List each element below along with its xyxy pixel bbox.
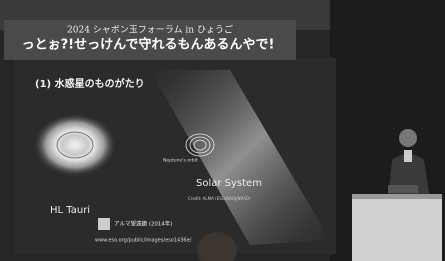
right-label: Solar System <box>196 178 262 189</box>
page: 2024 シャボン玉フォーラム in ひょうご っとぉ?!せっけんで守れるもんあ… <box>0 0 445 261</box>
orbit-label: Neptune's orbit <box>163 158 198 164</box>
left-label: HL Tauri <box>50 205 90 216</box>
banner-slogan: っとぉ?!せっけんで守れるもんあるんやで! <box>22 37 275 53</box>
podium <box>352 194 442 261</box>
photo: 2024 シャボン玉フォーラム in ひょうご っとぉ?!せっけんで守れるもんあ… <box>0 0 445 261</box>
slide-heading: (1) 水惑星のものがたり <box>35 77 145 90</box>
telescope: アルマ望遠鏡 (2014年) <box>114 220 172 228</box>
hl-tauri-disk <box>33 113 117 177</box>
laptop <box>388 185 418 193</box>
banner-title: 2024 シャボン玉フォーラム in ひょうご <box>67 24 233 36</box>
alma-logo <box>98 218 110 230</box>
podium-top <box>352 194 442 199</box>
credit: Credit: ALMA (ESO/NAOJ/NRAO) <box>188 196 251 201</box>
url: www.eso.org/public/images/eso1436e/ <box>95 238 192 244</box>
